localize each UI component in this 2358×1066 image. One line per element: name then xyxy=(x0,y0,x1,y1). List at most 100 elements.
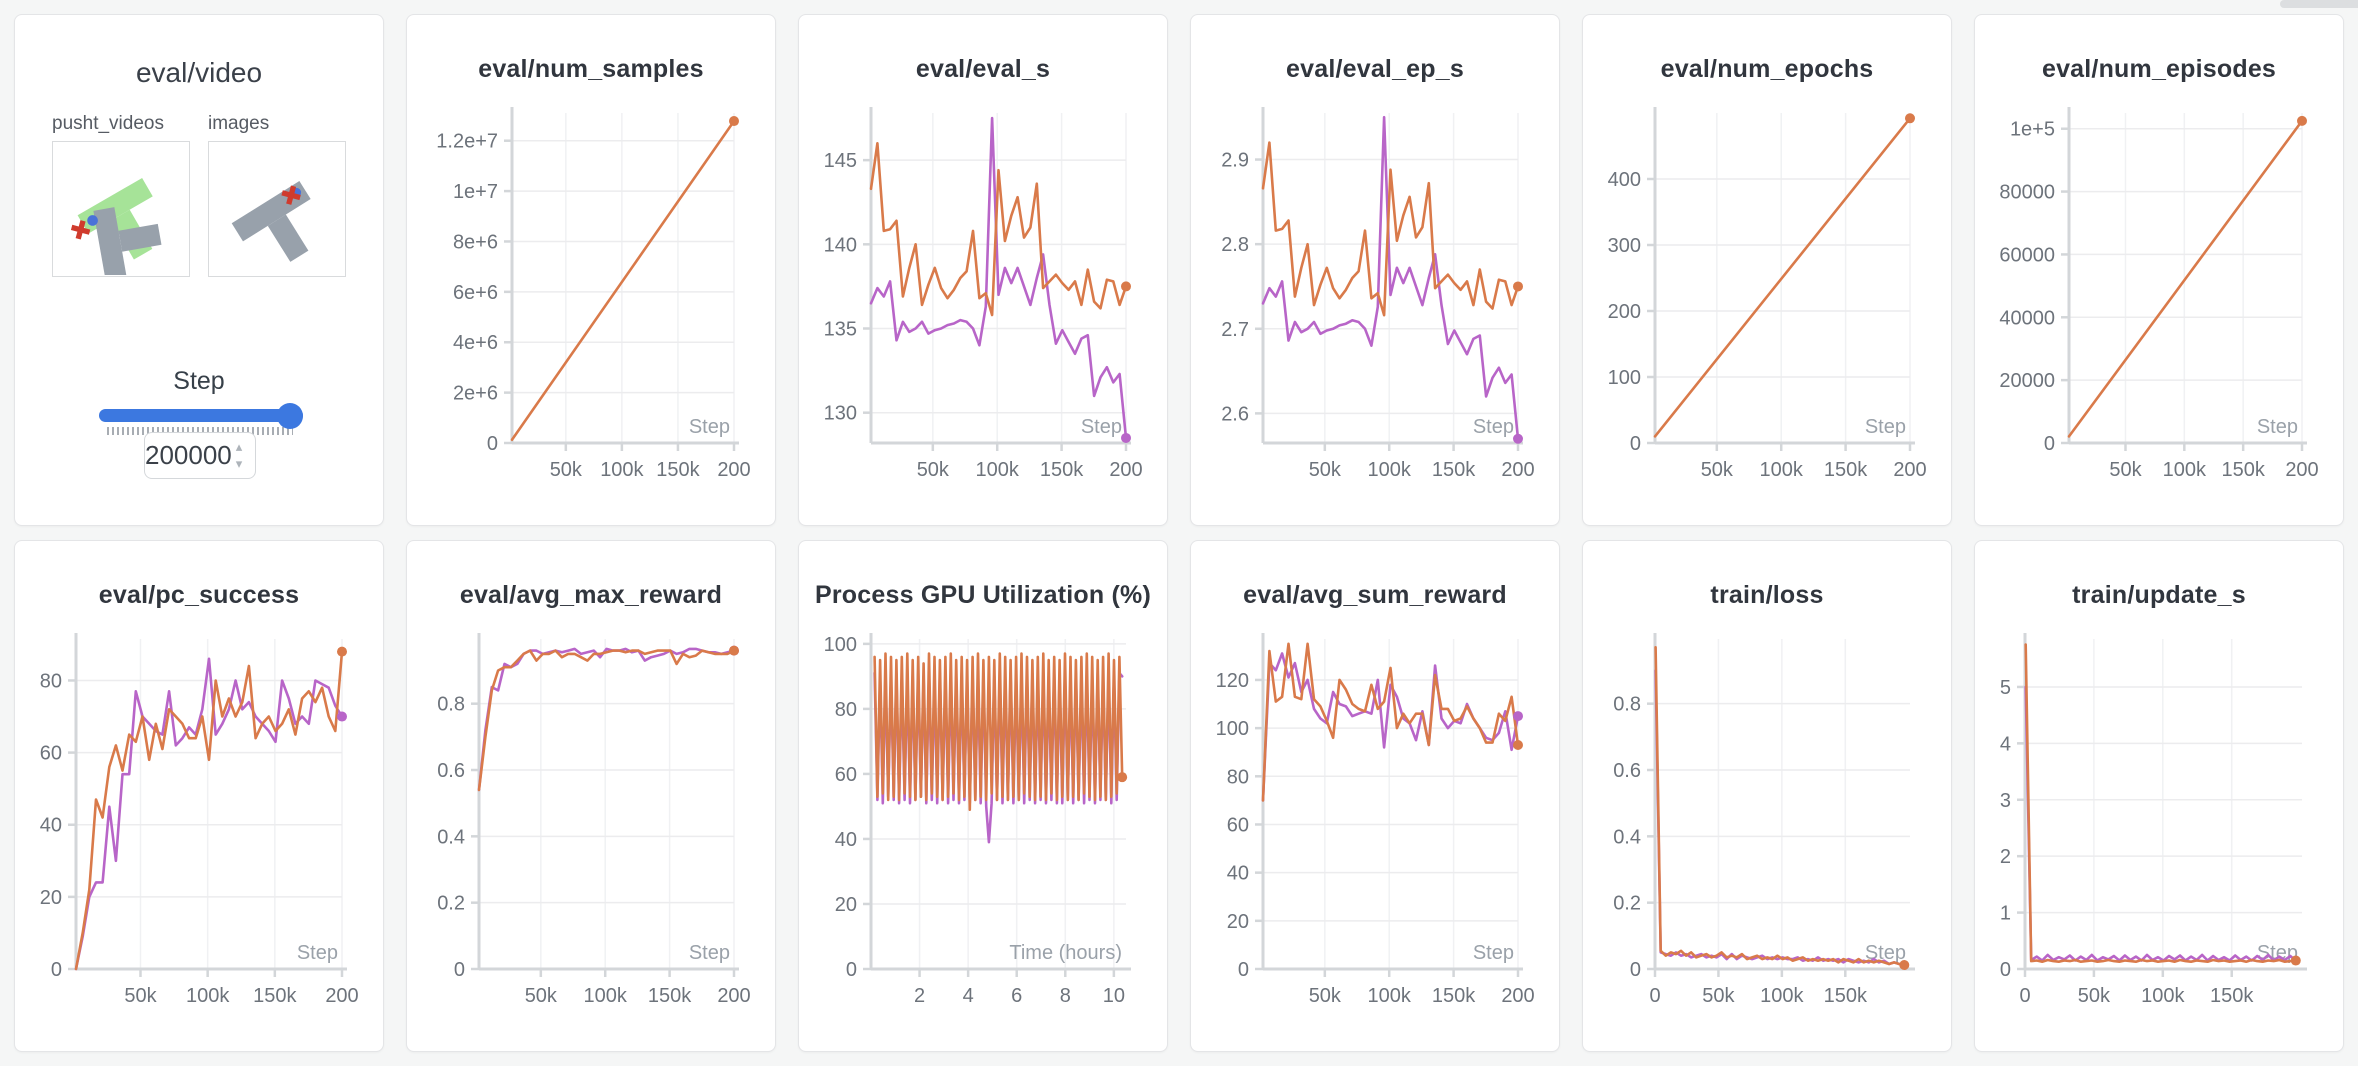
svg-text:2.8: 2.8 xyxy=(1221,234,1249,256)
svg-text:140: 140 xyxy=(824,234,857,256)
video-thumbnail-pusht[interactable] xyxy=(52,141,190,279)
panel-eval-pc-success: eval/pc_success 50k 100k 150k 200 0 20 40 60 80 S… xyxy=(14,540,384,1052)
svg-text:150k: 150k xyxy=(2221,459,2265,481)
svg-text:Step: Step xyxy=(689,416,730,438)
chart-title: eval/eval_s xyxy=(915,55,1051,83)
chart-svg: 50k 100k 150k 200 0 20000 40000 60000 80000 1e+5 S… xyxy=(1999,107,2319,481)
svg-text:0.8: 0.8 xyxy=(437,694,465,716)
svg-text:200: 200 xyxy=(2285,459,2318,481)
svg-text:20: 20 xyxy=(835,894,857,916)
svg-text:150k: 150k xyxy=(656,459,700,481)
svg-text:0: 0 xyxy=(487,433,498,455)
chart-title: eval/pc_success xyxy=(98,581,300,609)
chart-eval-num-epochs[interactable]: 50k 100k 150k 200 0 100 200 300 400 Step xyxy=(1584,101,1951,510)
step-input-spinner: ▴ ▾ xyxy=(231,438,247,476)
slider-knob[interactable] xyxy=(277,403,303,429)
media-caption-pusht-videos: pusht_videos xyxy=(52,113,164,134)
svg-text:200: 200 xyxy=(1501,985,1534,1007)
svg-text:150k: 150k xyxy=(1040,459,1084,481)
chart-eval-pc-success[interactable]: 50k 100k 150k 200 0 20 40 60 80 Step xyxy=(16,627,383,1036)
svg-text:200: 200 xyxy=(1893,459,1926,481)
panel-eval-eval-s: eval/eval_s 50k 100k 150k 200 130 135 140 145 St… xyxy=(798,14,1168,526)
svg-text:4e+6: 4e+6 xyxy=(453,332,498,354)
chart-eval-num-samples[interactable]: 50k 100k 150k 200 0 2e+6 4e+6 6e+6 8e+6 1e+7 1.2e+… xyxy=(408,101,775,510)
svg-text:150k: 150k xyxy=(1432,985,1476,1007)
svg-text:0: 0 xyxy=(1238,959,1249,981)
svg-text:0: 0 xyxy=(454,959,465,981)
slider-track[interactable] xyxy=(99,409,303,422)
svg-text:40000: 40000 xyxy=(1999,307,2055,329)
chart-title: train/update_s xyxy=(2072,581,2246,609)
step-input[interactable]: 200000 ▴ ▾ xyxy=(144,432,256,479)
svg-text:60000: 60000 xyxy=(1999,244,2055,266)
svg-text:Step: Step xyxy=(2257,416,2298,438)
svg-text:100k: 100k xyxy=(584,985,628,1007)
svg-text:50k: 50k xyxy=(1701,459,1734,481)
svg-text:100: 100 xyxy=(1216,718,1249,740)
svg-text:80: 80 xyxy=(835,699,857,721)
svg-text:Step: Step xyxy=(1473,416,1514,438)
image-thumbnail[interactable] xyxy=(208,141,346,277)
svg-text:1.2e+7: 1.2e+7 xyxy=(436,131,498,153)
svg-text:50k: 50k xyxy=(917,459,950,481)
svg-text:40: 40 xyxy=(1227,863,1249,885)
panel-eval-num-epochs: eval/num_epochs 50k 100k 150k 200 0 100 200 300… xyxy=(1582,14,1952,526)
svg-text:4: 4 xyxy=(2000,733,2011,755)
svg-text:0: 0 xyxy=(2044,433,2055,455)
svg-text:2.6: 2.6 xyxy=(1221,403,1249,425)
svg-text:50k: 50k xyxy=(1702,985,1735,1007)
svg-text:0.2: 0.2 xyxy=(437,893,465,915)
panel-eval-avg-max-reward: eval/avg_max_reward 50k 100k 150k 200 0 0.2 0.… xyxy=(406,540,776,1052)
svg-text:2: 2 xyxy=(914,985,925,1007)
svg-text:300: 300 xyxy=(1608,235,1641,257)
svg-text:2e+6: 2e+6 xyxy=(453,383,498,405)
svg-text:0: 0 xyxy=(1630,959,1641,981)
chart-train-update-s[interactable]: 0 50k 100k 150k 0 1 2 3 4 5 Step xyxy=(1976,627,2343,1036)
svg-text:100: 100 xyxy=(1608,367,1641,389)
chart-eval-avg-max-reward[interactable]: 50k 100k 150k 200 0 0.2 0.4 0.6 0.8 Step xyxy=(408,627,775,1036)
chart-eval-num-episodes[interactable]: 50k 100k 150k 200 0 20000 40000 60000 80000 1e+5 S… xyxy=(1976,101,2343,510)
svg-text:0: 0 xyxy=(2019,985,2030,1007)
svg-text:4: 4 xyxy=(963,985,974,1007)
svg-text:0: 0 xyxy=(846,959,857,981)
svg-text:80000: 80000 xyxy=(1999,182,2055,204)
svg-text:60: 60 xyxy=(835,764,857,786)
chart-title: eval/avg_sum_reward xyxy=(1243,581,1507,609)
svg-text:50k: 50k xyxy=(1309,459,1342,481)
chart-eval-eval-s[interactable]: 50k 100k 150k 200 130 135 140 145 Step xyxy=(800,101,1167,510)
chart-svg: 50k 100k 150k 200 0 0.2 0.4 0.6 0.8 Step xyxy=(437,633,751,1007)
step-slider[interactable] xyxy=(15,403,383,443)
svg-text:1e+7: 1e+7 xyxy=(453,181,498,203)
svg-text:60: 60 xyxy=(1227,814,1249,836)
svg-text:50k: 50k xyxy=(2109,459,2142,481)
svg-text:0.6: 0.6 xyxy=(437,760,465,782)
svg-text:150k: 150k xyxy=(253,985,297,1007)
chart-eval-eval-ep-s[interactable]: 50k 100k 150k 200 2.6 2.7 2.8 2.9 Step xyxy=(1192,101,1559,510)
chart-svg: 50k 100k 150k 200 0 20 40 60 80 100 120 Step xyxy=(1216,633,1535,1007)
svg-text:150k: 150k xyxy=(2210,985,2254,1007)
svg-text:100k: 100k xyxy=(1368,985,1412,1007)
chart-title: eval/num_episodes xyxy=(2041,55,2277,83)
svg-text:50k: 50k xyxy=(550,459,583,481)
spinner-down-icon[interactable]: ▾ xyxy=(235,456,243,471)
chart-title: Process GPU Utilization (%) xyxy=(814,581,1151,609)
chart-svg: 50k 100k 150k 200 0 100 200 300 400 Step xyxy=(1608,107,1927,481)
chart-svg: 50k 100k 150k 200 0 2e+6 4e+6 6e+6 8e+6 1e+7 1.2e+… xyxy=(436,107,751,481)
chart-title: train/loss xyxy=(1710,581,1824,609)
svg-text:150k: 150k xyxy=(648,985,692,1007)
svg-text:80: 80 xyxy=(40,670,62,692)
svg-text:0: 0 xyxy=(51,959,62,981)
svg-text:120: 120 xyxy=(1216,670,1249,692)
media-caption-images: images xyxy=(208,113,270,134)
svg-text:Step: Step xyxy=(689,942,730,964)
chart-gpu-utilization[interactable]: 2 4 6 8 10 0 20 40 60 80 100 Time (hours) xyxy=(800,627,1167,1036)
svg-text:20: 20 xyxy=(1227,911,1249,933)
top-right-scroll-fragment[interactable] xyxy=(2280,0,2358,8)
chart-train-loss[interactable]: 0 50k 100k 150k 0 0.2 0.4 0.6 0.8 Step xyxy=(1584,627,1951,1036)
eval-image-frame xyxy=(231,180,311,262)
svg-text:60: 60 xyxy=(40,743,62,765)
chart-eval-avg-sum-reward[interactable]: 50k 100k 150k 200 0 20 40 60 80 100 120 Step xyxy=(1192,627,1559,1036)
svg-text:0: 0 xyxy=(1630,433,1641,455)
panel-eval-num-samples: eval/num_samples 50k 100k 150k 200 0 2e+6 4e+6… xyxy=(406,14,776,526)
spinner-up-icon[interactable]: ▴ xyxy=(235,439,243,454)
